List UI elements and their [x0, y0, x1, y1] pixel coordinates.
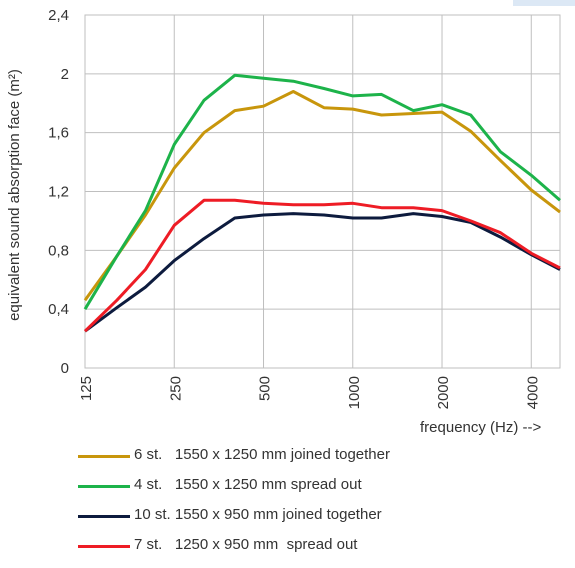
series-line-3	[84, 212, 561, 333]
legend-swatch	[78, 545, 130, 548]
y-axis-ticks: 0 0,4 0,8 1,2 1,6 2 2,4	[48, 7, 69, 377]
line-chart: 00,40,81,21,622,4 125 250 500 1000 2000 4000 …	[6, 7, 561, 436]
legend-swatch	[78, 515, 130, 518]
y-tick-label: 1,6	[48, 125, 69, 142]
x-axis-title: frequency (Hz) -->	[420, 419, 542, 436]
x-tick-label: 4000	[524, 376, 541, 409]
legend-swatch	[78, 485, 130, 488]
y-tick-label: 1,2	[48, 184, 69, 201]
legend-label: 7 st. 1250 x 950 mm spread out	[134, 536, 358, 553]
x-tick-label: 250	[167, 376, 184, 401]
x-axis-ticks: 125 250 500 1000 2000 4000	[78, 376, 541, 409]
corner-tab	[513, 0, 575, 6]
y-axis-title: equivalent sound absorption face (m²)	[6, 69, 23, 321]
x-tick-label: 125	[78, 376, 95, 401]
legend-label: 10 st. 1550 x 950 mm joined together	[134, 506, 382, 523]
x-tick-label: 1000	[346, 376, 363, 409]
grid	[84, 14, 561, 369]
y-tick-label: 2,4	[48, 7, 69, 24]
y-tick-label: 0,4	[48, 301, 69, 318]
legend: 6 st. 1550 x 1250 mm joined together 4 st…	[78, 442, 558, 562]
x-tick-label: 2000	[435, 376, 452, 409]
y-tick-label: 2	[61, 66, 69, 83]
x-tick-label: 500	[257, 376, 274, 401]
legend-item-4: 7 st. 1250 x 950 mm spread out	[78, 532, 558, 562]
legend-swatch	[78, 455, 130, 458]
series-line-1	[83, 90, 561, 302]
y-tick-label: 0,8	[48, 242, 69, 259]
legend-label: 6 st. 1550 x 1250 mm joined together	[134, 446, 390, 463]
series-line-4	[83, 198, 561, 333]
series-lines	[83, 73, 561, 333]
series-line-2	[83, 73, 561, 310]
legend-item-1: 6 st. 1550 x 1250 mm joined together	[78, 442, 558, 472]
legend-item-3: 10 st. 1550 x 950 mm joined together	[78, 502, 558, 532]
legend-label: 4 st. 1550 x 1250 mm spread out	[134, 476, 362, 493]
legend-item-2: 4 st. 1550 x 1250 mm spread out	[78, 472, 558, 502]
y-tick-label: 0	[61, 360, 69, 377]
